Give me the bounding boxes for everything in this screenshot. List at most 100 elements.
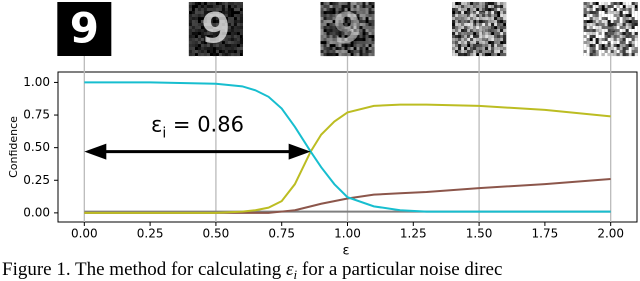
noise-pixel	[473, 47, 477, 51]
noise-pixel	[634, 47, 638, 51]
noise-pixel	[191, 23, 196, 27]
noise-pixel	[203, 35, 208, 39]
noise-pixel	[332, 41, 336, 45]
noise-pixel	[200, 14, 205, 18]
noise-pixel	[631, 47, 635, 51]
noise-pixel	[476, 20, 480, 24]
noise-pixel	[631, 44, 635, 48]
noise-pixel	[589, 35, 593, 39]
noise-pixel	[494, 29, 498, 33]
noise-pixel	[634, 17, 638, 21]
noise-pixel	[227, 41, 232, 45]
noise-pixel	[233, 5, 238, 9]
noise-pixel	[332, 47, 336, 51]
noise-pixel	[604, 11, 608, 15]
noise-pixel	[191, 20, 196, 24]
noise-pixel	[335, 26, 339, 30]
noise-pixel	[368, 26, 372, 30]
noise-pixel	[188, 26, 193, 30]
noise-pixel	[353, 41, 357, 45]
noise-pixel	[233, 23, 238, 27]
noise-pixel	[500, 14, 504, 18]
noise-pixel	[362, 26, 366, 30]
noise-pixel	[218, 8, 223, 12]
noise-pixel	[452, 38, 456, 42]
noise-pixel	[224, 14, 229, 18]
noise-pixel	[464, 53, 468, 57]
noise-pixel	[335, 20, 339, 24]
noise-pixel	[592, 32, 596, 36]
noise-pixel	[619, 35, 623, 39]
noise-pixel	[230, 35, 235, 39]
noise-pixel	[473, 29, 477, 33]
noise-pixel	[625, 35, 629, 39]
noise-pixel	[455, 8, 459, 12]
noise-pixel	[227, 29, 232, 33]
noise-pixel	[619, 41, 623, 45]
noise-pixel	[467, 41, 471, 45]
noise-pixel	[332, 50, 336, 54]
noise-pixel	[622, 23, 626, 27]
noise-pixel	[356, 47, 360, 51]
noise-pixel	[485, 2, 489, 6]
noise-pixel	[191, 11, 196, 15]
digit: 9	[201, 4, 230, 53]
noise-pixel	[365, 50, 369, 54]
noise-pixel	[616, 29, 620, 33]
noise-pixel	[335, 2, 339, 6]
noise-pixel	[239, 50, 244, 54]
noise-pixel	[347, 44, 351, 48]
noise-pixel	[209, 29, 214, 33]
noise-pixel	[350, 29, 354, 33]
noise-pixel	[470, 8, 474, 12]
noise-pixel	[610, 8, 614, 12]
noise-pixel	[631, 17, 635, 21]
noise-pixel	[625, 17, 629, 21]
noise-pixel	[610, 41, 614, 45]
noise-pixel	[625, 8, 629, 12]
noise-pixel	[335, 32, 339, 36]
noise-pixel	[452, 2, 456, 6]
noise-pixel	[467, 8, 471, 12]
noise-pixel	[206, 26, 211, 30]
noise-pixel	[356, 20, 360, 24]
noise-pixel	[497, 41, 501, 45]
noise-pixel	[497, 17, 501, 21]
noise-pixel	[461, 23, 465, 27]
x-tick-label: 1.75	[532, 227, 559, 241]
noise-pixel	[329, 26, 333, 30]
noise-pixel	[482, 17, 486, 21]
noise-pixel	[353, 11, 357, 15]
noise-pixel	[452, 26, 456, 30]
noise-pixel	[470, 53, 474, 57]
noise-pixel	[188, 41, 193, 45]
noise-pixel	[368, 11, 372, 15]
noise-pixel	[209, 44, 214, 48]
noise-pixel	[359, 44, 363, 48]
noise-pixel	[464, 32, 468, 36]
noise-pixel	[470, 35, 474, 39]
noise-pixel	[598, 32, 602, 36]
image-bg	[57, 2, 112, 56]
noise-pixel	[622, 47, 626, 51]
noise-images: 9 9 9 9 9	[57, 2, 638, 57]
x-tick-label: 1.50	[466, 227, 493, 241]
noise-pixel	[239, 38, 244, 42]
noise-pixel	[224, 41, 229, 45]
noise-pixel	[203, 20, 208, 24]
noise-pixel	[371, 38, 375, 42]
noise-pixel	[488, 11, 492, 15]
noise-pixel	[356, 44, 360, 48]
noise-pixel	[497, 35, 501, 39]
noise-pixel	[227, 44, 232, 48]
noise-pixel	[224, 35, 229, 39]
noise-pixel	[479, 44, 483, 48]
noise-pixel	[212, 2, 217, 6]
noise-pixel	[613, 5, 617, 9]
noise-pixel	[227, 23, 232, 27]
noise-pixel	[470, 32, 474, 36]
noise-pixel	[622, 32, 626, 36]
noise-pixel	[494, 8, 498, 12]
noise-pixel	[188, 53, 193, 57]
noise-pixel	[470, 29, 474, 33]
